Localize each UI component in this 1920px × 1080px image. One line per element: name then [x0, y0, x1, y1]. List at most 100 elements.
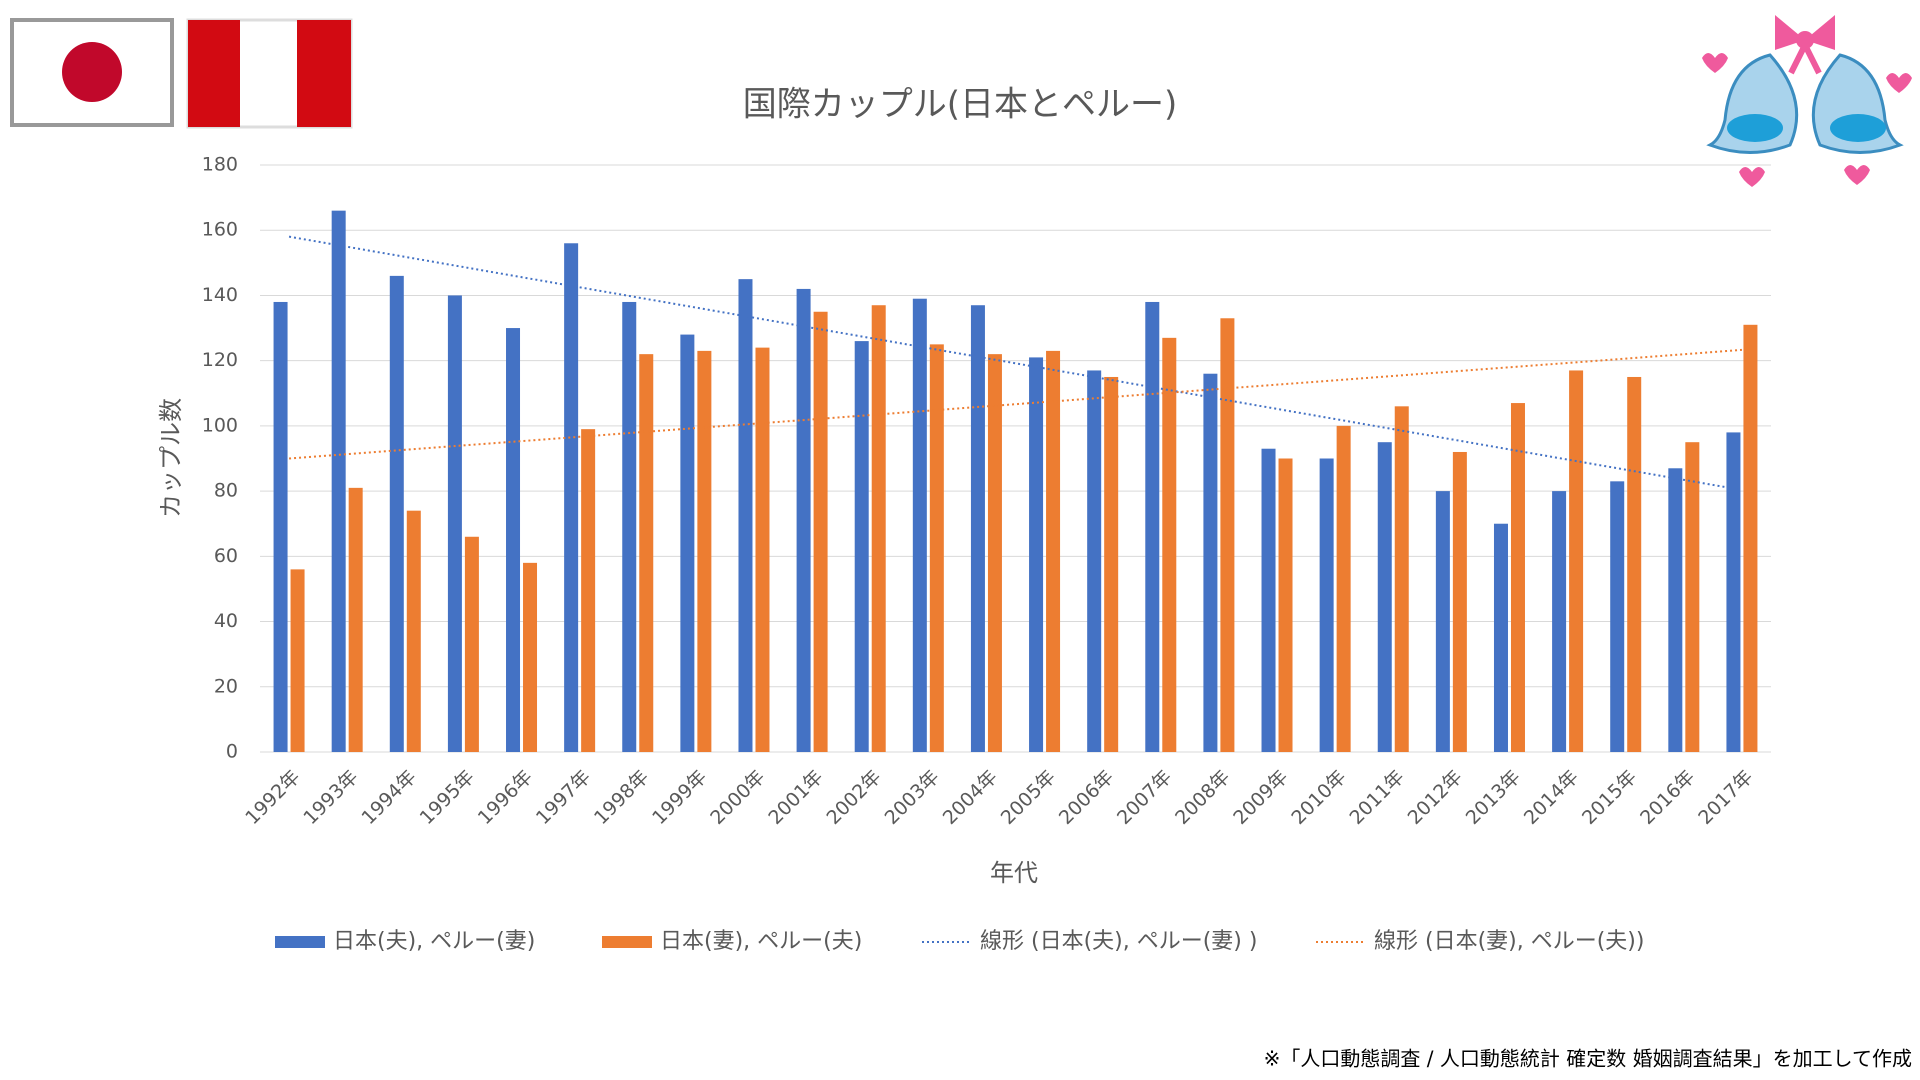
y-tick-label: 180 — [202, 154, 238, 176]
bar — [1377, 442, 1392, 752]
y-tick-label: 120 — [202, 349, 238, 371]
x-tick-label: 1996年 — [474, 766, 537, 829]
bar — [1278, 458, 1293, 752]
bar — [987, 354, 1002, 752]
chart-title: 国際カップル(日本とペルー) — [743, 85, 1178, 125]
x-tick-label: 2001年 — [764, 766, 827, 829]
x-tick-label: 2016年 — [1636, 766, 1699, 829]
y-tick-label: 100 — [202, 414, 238, 436]
bar — [406, 510, 421, 752]
bar — [622, 301, 637, 752]
legend-swatch — [602, 936, 652, 948]
bar — [1261, 448, 1276, 752]
y-axis-label: カップル数 — [157, 398, 185, 518]
bar — [697, 350, 712, 752]
x-tick-label: 2015年 — [1578, 766, 1641, 829]
bar — [1552, 491, 1567, 752]
bar — [1162, 337, 1177, 752]
y-tick-label: 20 — [214, 675, 238, 697]
bar — [813, 311, 828, 752]
x-tick-label: 2000年 — [706, 766, 769, 829]
legend-swatch — [275, 936, 325, 948]
y-tick-label: 80 — [214, 480, 238, 502]
bar — [1087, 370, 1102, 752]
bar — [1435, 491, 1450, 752]
y-tick-label: 0 — [226, 741, 238, 763]
bar — [389, 275, 404, 752]
peru-flag — [186, 18, 353, 129]
bar — [1104, 376, 1119, 752]
bar — [564, 243, 579, 752]
bar — [447, 295, 462, 752]
bar — [1029, 357, 1044, 752]
bar — [639, 354, 654, 752]
bar — [1046, 350, 1061, 752]
bar — [348, 487, 363, 752]
bar — [1685, 442, 1700, 752]
bar — [523, 562, 538, 752]
x-tick-label: 1992年 — [241, 766, 304, 829]
bar — [912, 298, 927, 752]
bar — [273, 301, 288, 752]
x-tick-label: 2017年 — [1694, 766, 1757, 829]
source-note: ※「人口動態調査 / 人口動態統計 確定数 婚姻調査結果」を加工して作成 — [1264, 1047, 1912, 1071]
bar — [929, 344, 944, 752]
bar — [331, 210, 346, 753]
x-tick-label: 2013年 — [1462, 766, 1525, 829]
x-tick-label: 2009年 — [1229, 766, 1292, 829]
bell-illustration — [1702, 15, 1912, 187]
bar — [1510, 403, 1525, 752]
x-tick-label: 2007年 — [1113, 766, 1176, 829]
x-tick-label: 1997年 — [532, 766, 595, 829]
bar — [1452, 451, 1467, 752]
bar — [1668, 468, 1683, 752]
bar — [1610, 481, 1625, 752]
x-tick-label: 2005年 — [997, 766, 1060, 829]
bar — [871, 305, 886, 752]
bar — [1569, 370, 1584, 752]
bar — [1394, 406, 1409, 752]
bar — [1319, 458, 1334, 752]
bar — [738, 279, 753, 752]
x-tick-label: 1995年 — [416, 766, 479, 829]
x-tick-label: 1998年 — [590, 766, 653, 829]
bar — [1203, 373, 1218, 752]
x-tick-label: 2010年 — [1287, 766, 1350, 829]
x-tick-label: 2011年 — [1345, 766, 1408, 829]
legend-label: 日本(妻), ペルー(夫) — [660, 929, 862, 954]
bar — [581, 429, 596, 752]
bar — [970, 305, 985, 752]
y-tick-label: 140 — [202, 284, 238, 306]
x-tick-label: 1993年 — [299, 766, 362, 829]
x-tick-label: 1994年 — [358, 766, 421, 829]
bar — [796, 288, 811, 752]
x-tick-label: 2003年 — [881, 766, 944, 829]
bar — [506, 328, 521, 752]
x-tick-label: 2012年 — [1404, 766, 1467, 829]
bar — [1627, 376, 1642, 752]
bar — [1726, 432, 1741, 752]
bar — [290, 569, 305, 752]
x-tick-label: 1999年 — [648, 766, 711, 829]
bar — [1145, 301, 1160, 752]
x-tick-label: 2008年 — [1171, 766, 1234, 829]
legend-label: 日本(夫), ペルー(妻) — [333, 929, 535, 954]
x-tick-label: 2006年 — [1055, 766, 1118, 829]
y-tick-label: 40 — [214, 610, 238, 632]
bar — [1743, 324, 1758, 752]
japan-flag — [10, 18, 174, 127]
bar — [854, 341, 869, 752]
x-tick-label: 2004年 — [939, 766, 1002, 829]
trendline — [288, 235, 1743, 491]
y-tick-label: 160 — [202, 219, 238, 241]
bar — [680, 334, 695, 752]
legend-label: 線形 (日本(夫), ペルー(妻) ) — [980, 929, 1257, 954]
x-tick-label: 2014年 — [1520, 766, 1583, 829]
bar — [1493, 523, 1508, 752]
legend-label: 線形 (日本(妻), ペルー(夫)) — [1374, 929, 1644, 954]
bar — [755, 347, 770, 752]
x-tick-label: 2002年 — [822, 766, 885, 829]
bar — [464, 536, 479, 752]
